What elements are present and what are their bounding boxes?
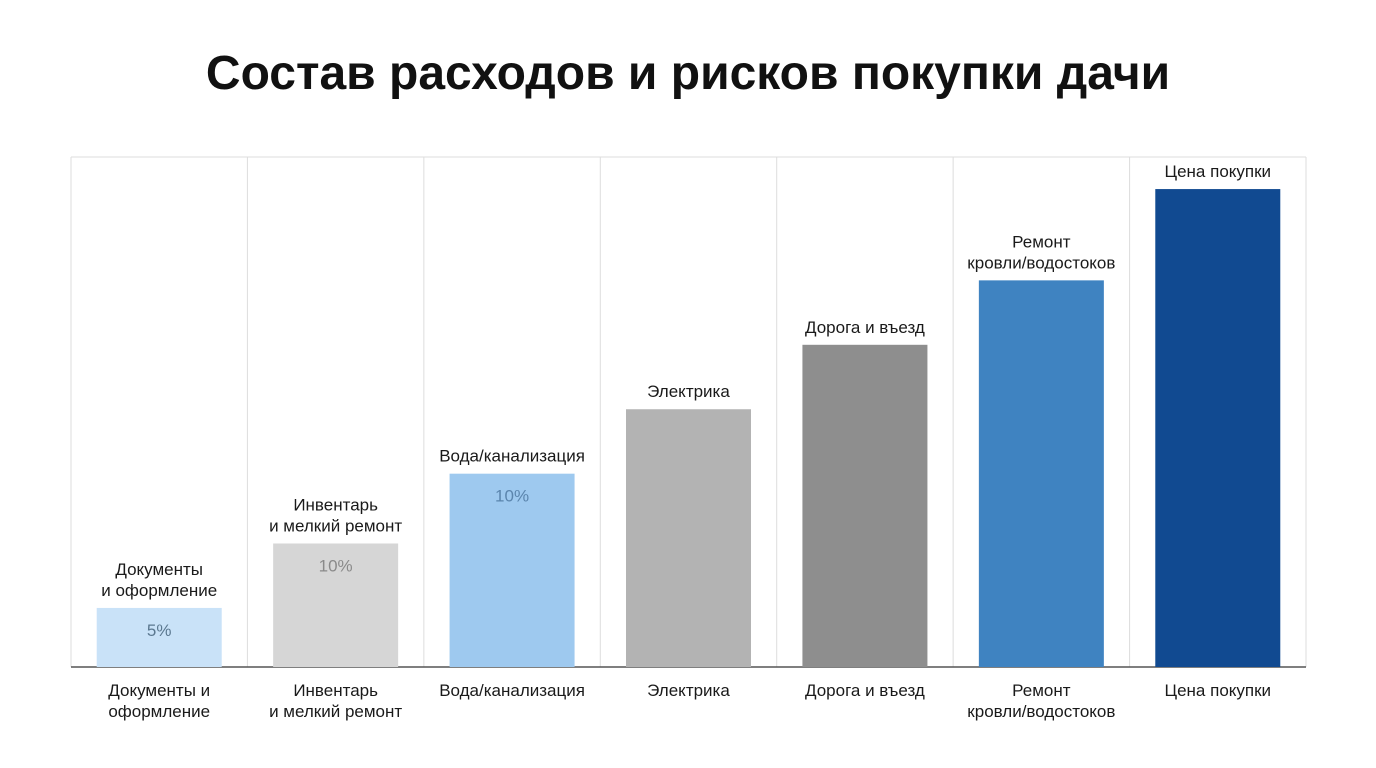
bar-label: Электрика: [647, 382, 730, 401]
bar: [626, 409, 751, 667]
data-label: 10%: [319, 556, 353, 575]
x-tick-label: оформление: [108, 702, 210, 721]
bar: [1155, 189, 1281, 667]
data-label: 5%: [147, 621, 172, 640]
bar: [802, 344, 928, 667]
bar-label: Цена покупки: [1165, 162, 1272, 181]
chart-title: Состав расходов и рисков покупки дачи: [205, 47, 1171, 100]
bar-label: и оформление: [101, 581, 217, 600]
x-tick-label: Дорога и въезд: [805, 681, 925, 700]
bar-label: кровли/водостоков: [967, 253, 1115, 272]
x-tick-label: Документы и: [108, 681, 210, 700]
bar-label: Документы: [115, 560, 203, 579]
bar: [978, 280, 1104, 667]
bar-label: Вода/канализация: [439, 447, 585, 466]
x-tick-label: Электрика: [647, 681, 730, 700]
bar-label: и мелкий ремонт: [269, 516, 402, 535]
x-tick-label: и мелкий ремонт: [269, 702, 402, 721]
data-label: 10%: [495, 487, 529, 506]
bar: [273, 543, 399, 667]
x-tick-label: Цена покупки: [1165, 681, 1272, 700]
x-tick-label: Вода/канализация: [439, 681, 585, 700]
x-tick-label: Инвентарь: [293, 681, 378, 700]
x-tick-label: кровли/водостоков: [967, 702, 1115, 721]
x-tick-label: Ремонт: [1012, 681, 1071, 700]
x-axis-ticks: Документы и оформление Инвентарь и мелкий р…: [108, 681, 1271, 721]
bar-label: Дорога и въезд: [805, 318, 925, 337]
bar: [449, 473, 575, 667]
labels-layer: Документы и оформление 5% Инвентарь и мелкий…: [101, 162, 1271, 640]
bar: [96, 607, 222, 667]
bar-label: Инвентарь: [293, 495, 378, 514]
bars-layer: [96, 189, 1281, 667]
bar-label: Ремонт: [1012, 232, 1071, 251]
